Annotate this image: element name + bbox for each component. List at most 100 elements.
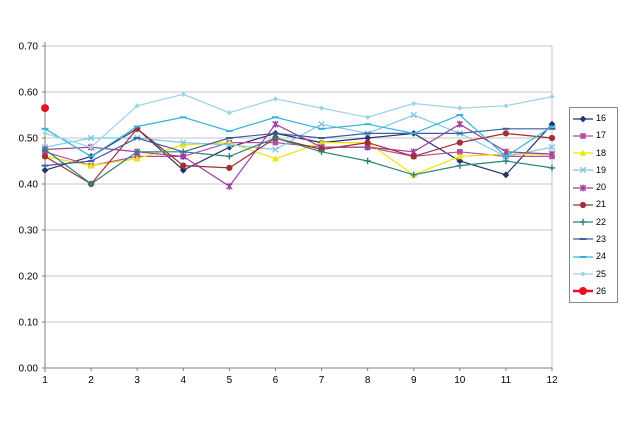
legend-label: 17 — [596, 130, 607, 141]
triangle-marker — [456, 153, 464, 160]
x-marker — [87, 134, 95, 142]
plus-marker — [410, 171, 417, 178]
x-tick-label: 4 — [180, 375, 186, 386]
plus-marker — [548, 164, 556, 172]
diamond-marker — [365, 114, 371, 120]
series-25-line — [44, 93, 553, 148]
x-tick-label: 12 — [546, 375, 558, 386]
circle-marker — [364, 139, 371, 146]
asterisk-marker — [272, 120, 279, 128]
legend-key-23 — [573, 238, 593, 241]
asterisk-marker — [548, 150, 556, 158]
circle-marker — [579, 201, 587, 209]
circle-marker — [41, 104, 49, 113]
series-24-line — [44, 114, 553, 158]
legend-label: 23 — [596, 233, 607, 244]
diamond-marker — [457, 105, 463, 111]
x-tick-label: 6 — [273, 375, 279, 386]
triangle-marker — [579, 149, 587, 156]
diamond-marker — [272, 96, 279, 102]
diamond-marker — [180, 91, 186, 97]
diamond-marker — [548, 120, 556, 128]
circle-marker — [456, 139, 463, 146]
legend-key-16 — [573, 115, 593, 123]
plus-marker — [456, 162, 464, 169]
diamond-marker — [580, 271, 586, 277]
legend-key-20 — [573, 184, 593, 192]
triangle-marker — [133, 155, 141, 162]
x-marker — [579, 167, 587, 174]
plus-marker — [87, 180, 95, 188]
circle-marker — [502, 130, 510, 137]
diamond-marker — [41, 166, 49, 174]
series-22-line — [44, 137, 553, 185]
legend-key-21 — [573, 201, 593, 209]
x-tick-label: 3 — [134, 375, 140, 386]
legend-label: 19 — [596, 164, 607, 175]
legend-label: 24 — [596, 251, 607, 262]
square-marker — [457, 149, 463, 155]
square-marker — [272, 139, 279, 146]
circle-marker — [226, 164, 233, 171]
y-tick-label: 0.00 — [19, 364, 39, 375]
legend-label: 16 — [596, 113, 607, 124]
series-25 — [42, 91, 555, 150]
diamond-marker — [579, 115, 587, 123]
triangle-marker — [87, 162, 95, 169]
legend-label: 25 — [596, 268, 607, 279]
legend-key-26 — [573, 287, 593, 296]
series-21 — [41, 125, 556, 188]
diamond-marker — [456, 157, 464, 165]
triangle-marker — [318, 139, 325, 146]
legend-item-24: 24 — [572, 249, 617, 265]
diamond-marker — [364, 134, 372, 142]
legend-key-25 — [573, 271, 593, 277]
square-marker — [580, 133, 586, 139]
y-tick-label: 0.20 — [19, 272, 39, 283]
diamond-marker — [411, 100, 417, 107]
circle-marker — [579, 287, 587, 296]
series-24 — [41, 114, 556, 158]
asterisk-marker — [579, 184, 587, 192]
x-tick-label: 9 — [411, 375, 417, 386]
series-18-line — [44, 141, 552, 176]
x-tick-label: 11 — [501, 375, 512, 386]
x-tick-label: 2 — [88, 375, 94, 386]
plus-marker — [502, 157, 510, 165]
x-tick-label: 5 — [227, 375, 233, 386]
x-marker — [179, 139, 187, 146]
series-16-line — [44, 123, 553, 176]
asterisk-marker — [502, 148, 510, 156]
legend-key-24 — [573, 255, 593, 258]
legend-item-23: 23 — [572, 231, 617, 247]
plus-marker — [364, 157, 371, 165]
diamond-marker — [88, 144, 94, 150]
x-tick-label: 1 — [42, 375, 48, 386]
legend-item-22: 22 — [572, 214, 617, 230]
y-tick-label: 0.70 — [19, 42, 39, 53]
legend-label: 20 — [596, 182, 607, 193]
x-marker — [318, 120, 325, 128]
legend-item-17: 17 — [572, 128, 617, 144]
diamond-marker — [502, 171, 510, 179]
legend-item-20: 20 — [572, 180, 617, 196]
series-22 — [41, 134, 556, 188]
series-23 — [41, 127, 556, 167]
diamond-marker — [134, 103, 140, 109]
x-marker — [410, 111, 418, 119]
diamond-marker — [226, 110, 232, 116]
x-tick-label: 10 — [454, 375, 466, 386]
asterisk-marker — [226, 182, 233, 190]
triangle-marker — [272, 155, 279, 162]
legend-key-22 — [573, 219, 593, 226]
legend-item-21: 21 — [572, 197, 617, 213]
legend-item-18: 18 — [572, 145, 617, 161]
circle-marker — [180, 162, 187, 169]
legend-key-18 — [573, 149, 593, 156]
legend-item-26: 26 — [572, 283, 617, 299]
y-tick-label: 0.60 — [19, 88, 39, 99]
legend-item-25: 25 — [572, 266, 617, 282]
legend-key-17 — [573, 133, 593, 139]
